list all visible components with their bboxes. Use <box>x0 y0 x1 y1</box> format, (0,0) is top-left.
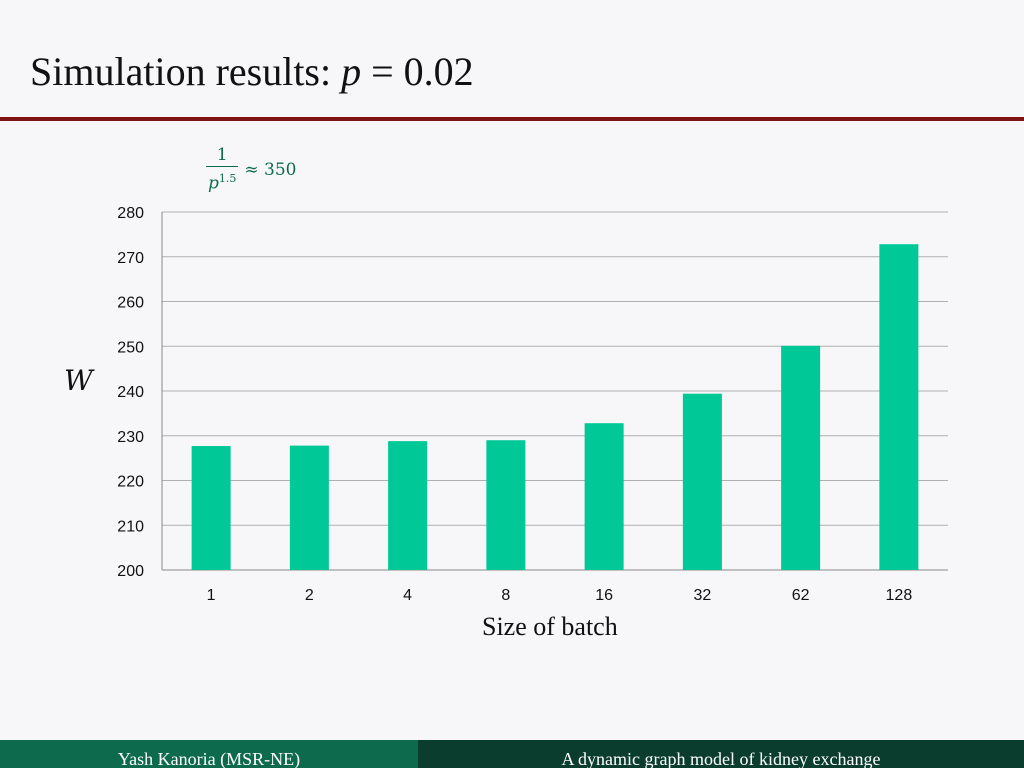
bar <box>879 244 919 570</box>
y-tick-label: 230 <box>117 429 144 446</box>
bar <box>191 446 231 570</box>
y-tick-label: 210 <box>117 518 144 535</box>
slide-title: Simulation results: p = 0.02 <box>30 48 474 95</box>
title-equation: = 0.02 <box>361 49 474 94</box>
title-prefix: Simulation results: <box>30 49 342 94</box>
bar <box>682 393 722 570</box>
y-tick-label: 270 <box>117 250 144 267</box>
x-tick-label: 8 <box>501 587 510 604</box>
annotation-denominator: p1.5 <box>208 172 237 194</box>
y-tick-label: 240 <box>117 384 144 401</box>
y-tick-label: 220 <box>117 474 144 491</box>
x-tick-label: 16 <box>595 587 613 604</box>
x-tick-label: 4 <box>403 587 412 604</box>
fraction-bar <box>206 166 239 167</box>
x-tick-label: 32 <box>693 587 711 604</box>
footer-talk-title: A dynamic graph model of kidney exchange <box>418 740 1024 768</box>
bar <box>289 445 329 570</box>
bar <box>584 423 624 570</box>
x-axis-label: Size of batch <box>482 612 618 641</box>
bar <box>486 440 526 570</box>
x-tick-label: 1 <box>207 587 216 604</box>
footer: Yash Kanoria (MSR-NE) A dynamic graph mo… <box>0 740 1024 768</box>
annotation-fraction: 1 p1.5 <box>206 144 239 196</box>
y-tick-label: 200 <box>117 563 144 580</box>
title-variable: p <box>341 49 362 94</box>
y-tick-label: 250 <box>117 339 144 356</box>
x-tick-label: 2 <box>305 587 314 604</box>
bar <box>388 441 428 570</box>
y-tick-label: 280 <box>117 205 144 222</box>
chart-annotation: 1 p1.5 ≈ 350 <box>206 144 297 196</box>
annotation-approx: ≈ 350 <box>244 159 297 180</box>
y-axis-label: W <box>64 364 93 397</box>
x-tick-label: 128 <box>886 587 913 604</box>
bar <box>781 345 821 570</box>
bar-chart: 200 210 220 230 240 250 260 270 280 1 2 4 8 16 32 62 128 <box>117 205 948 604</box>
annotation-numerator: 1 <box>216 145 228 165</box>
x-tick-label: 62 <box>792 587 810 604</box>
footer-author: Yash Kanoria (MSR-NE) <box>0 740 418 768</box>
title-divider <box>0 117 1024 121</box>
y-tick-label: 260 <box>117 295 144 312</box>
